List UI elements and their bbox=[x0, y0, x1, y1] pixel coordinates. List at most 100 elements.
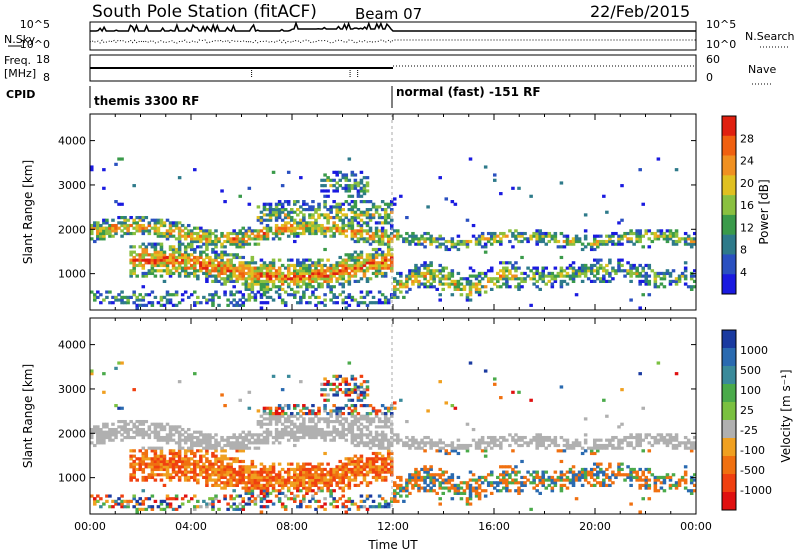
velocity-cell bbox=[232, 483, 236, 488]
power-cell bbox=[265, 290, 270, 294]
power-cell bbox=[453, 282, 458, 286]
velocity-cell bbox=[426, 467, 430, 472]
power-cell bbox=[365, 303, 370, 307]
velocity-cell bbox=[289, 430, 294, 434]
power-cell bbox=[668, 279, 673, 284]
power-cell bbox=[653, 237, 658, 241]
power-cell bbox=[265, 277, 270, 281]
power-cell bbox=[429, 263, 433, 268]
velocity-cell bbox=[202, 441, 206, 445]
velocity-cell bbox=[135, 502, 139, 506]
velocity-cell bbox=[147, 505, 152, 509]
velocity-cell bbox=[189, 438, 194, 442]
power-cell bbox=[323, 229, 327, 233]
power-cell bbox=[250, 279, 255, 284]
power-cell bbox=[689, 242, 694, 246]
velocity-cell bbox=[589, 470, 594, 474]
power-cell bbox=[171, 266, 176, 270]
velocity-cell bbox=[356, 473, 361, 477]
velocity-cell bbox=[347, 475, 352, 480]
velocity-cell bbox=[268, 409, 273, 413]
velocity-cell bbox=[429, 486, 433, 490]
power-cell bbox=[265, 202, 270, 206]
velocity-cell bbox=[223, 454, 227, 458]
power-cell bbox=[353, 269, 358, 273]
power-cell bbox=[153, 295, 158, 299]
power-cell bbox=[332, 221, 336, 225]
velocity-cell bbox=[344, 475, 349, 480]
velocity-cell bbox=[386, 441, 391, 445]
power-cell bbox=[296, 213, 300, 217]
power-cell bbox=[217, 269, 221, 273]
power-cell bbox=[323, 298, 327, 302]
velocity-cell bbox=[559, 489, 564, 493]
power-cell bbox=[356, 303, 361, 307]
velocity-cell bbox=[559, 483, 564, 488]
velocity-cell bbox=[417, 470, 421, 474]
velocity-cell bbox=[202, 499, 206, 503]
power-cell bbox=[471, 285, 476, 289]
velocity-cell bbox=[562, 449, 567, 453]
power-cell bbox=[129, 274, 133, 278]
velocity-cell bbox=[329, 473, 333, 477]
velocity-cell bbox=[350, 430, 355, 434]
velocity-cell bbox=[483, 369, 488, 373]
velocity-cell bbox=[596, 462, 600, 466]
velocity-cell bbox=[141, 446, 146, 450]
power-cell bbox=[405, 274, 409, 278]
power-cell bbox=[368, 301, 373, 305]
power-cell bbox=[547, 271, 552, 276]
power-cell bbox=[271, 266, 276, 270]
velocity-cell bbox=[614, 475, 618, 480]
power-cell bbox=[129, 295, 133, 299]
velocity-cell bbox=[144, 475, 149, 480]
velocity-cell bbox=[589, 449, 594, 453]
velocity-cell bbox=[371, 467, 376, 472]
velocity-cell bbox=[305, 427, 309, 432]
velocity-cell bbox=[165, 473, 170, 477]
velocity-cell bbox=[296, 438, 300, 442]
power-cell bbox=[199, 239, 203, 244]
velocity-cell bbox=[608, 478, 612, 482]
power-cell bbox=[474, 282, 479, 286]
power-cell bbox=[423, 277, 427, 281]
velocity-cell bbox=[499, 478, 503, 482]
power-cell bbox=[368, 242, 373, 246]
power-cell bbox=[120, 298, 124, 302]
velocity-cell bbox=[244, 483, 249, 488]
velocity-cell bbox=[541, 475, 545, 480]
velocity-cell bbox=[329, 502, 333, 506]
velocity-cell bbox=[377, 502, 382, 506]
power-cell bbox=[271, 274, 276, 278]
power-cell bbox=[135, 215, 139, 220]
velocity-cell bbox=[271, 435, 276, 440]
power-cell bbox=[368, 237, 373, 241]
power-cell bbox=[250, 231, 255, 236]
velocity-cell bbox=[377, 465, 382, 469]
power-cell bbox=[314, 295, 318, 299]
power-cell bbox=[274, 226, 279, 230]
power-cell bbox=[180, 234, 185, 238]
power-cell bbox=[380, 250, 385, 254]
velocity-cell bbox=[468, 361, 473, 365]
velocity-cell bbox=[553, 470, 558, 474]
power-cell bbox=[299, 271, 303, 276]
power-cell bbox=[211, 266, 215, 270]
power-cell bbox=[492, 234, 497, 238]
velocity-cell bbox=[356, 462, 361, 466]
power-cell bbox=[114, 295, 118, 299]
velocity-cell bbox=[468, 489, 473, 493]
power-cell bbox=[308, 205, 312, 209]
velocity-cell bbox=[359, 454, 364, 458]
velocity-cell bbox=[268, 417, 273, 421]
power-cell bbox=[386, 242, 391, 246]
power-cell bbox=[523, 271, 527, 276]
power-cell bbox=[426, 231, 430, 236]
velocity-cell bbox=[274, 422, 279, 426]
velocity-cell bbox=[320, 427, 324, 432]
power-cell bbox=[277, 200, 282, 204]
power-cell bbox=[623, 274, 627, 278]
velocity-cell bbox=[277, 481, 282, 485]
velocity-cell bbox=[214, 467, 218, 472]
power-cell bbox=[456, 242, 461, 246]
